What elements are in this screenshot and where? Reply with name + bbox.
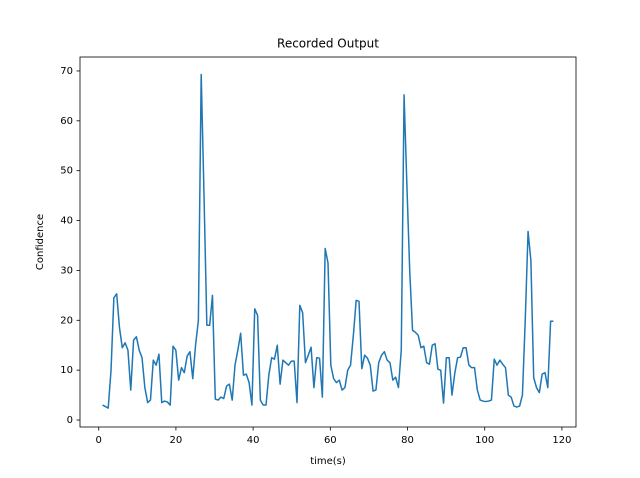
x-tick-label: 0: [96, 435, 102, 446]
x-tick-label: 20: [170, 435, 183, 446]
x-axis-label: time(s): [310, 456, 346, 467]
x-tick-label: 100: [475, 435, 494, 446]
y-tick-label: 70: [60, 66, 73, 77]
y-axis-label: Confidence: [35, 214, 46, 270]
x-tick-label: 120: [552, 435, 571, 446]
chart-title: Recorded Output: [277, 37, 379, 51]
y-tick-label: 0: [67, 415, 73, 426]
y-tick-label: 10: [60, 365, 73, 376]
y-tick-label: 60: [60, 116, 73, 127]
y-tick-label: 40: [60, 216, 73, 227]
data-line: [102, 73, 554, 409]
x-tick-label: 80: [401, 435, 414, 446]
axes-frame: [79, 56, 577, 428]
y-tick-label: 20: [60, 315, 73, 326]
y-tick-label: 50: [60, 166, 73, 177]
x-tick-label: 60: [324, 435, 337, 446]
y-tick-label: 30: [60, 265, 73, 276]
x-tick-label: 40: [247, 435, 260, 446]
